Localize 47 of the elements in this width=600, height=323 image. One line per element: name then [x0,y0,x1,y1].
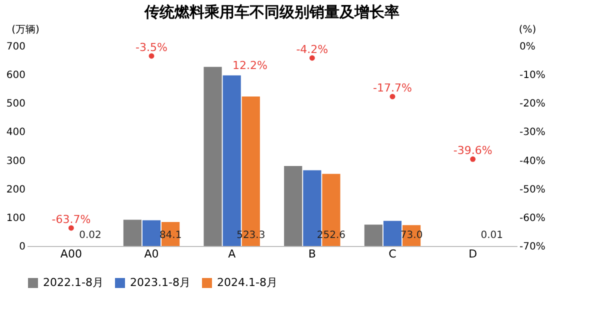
y-axis-title: (万辆) [12,24,40,36]
y2-axis-title: (%) [518,24,536,36]
legend-label: 2022.1-8月 [43,276,104,289]
legend-label: 2024.1-8月 [217,276,278,289]
y-tick-label: 600 [6,70,26,82]
y2-tick-label: 0% [520,42,536,52]
y2-tick-label: -20% [520,98,546,110]
y2-tick-label: -50% [520,184,546,196]
y-tick-label: 200 [6,184,26,196]
y-tick-label: 100 [6,212,26,224]
data-label: 0.01 [480,230,504,241]
y-tick-label: 400 [6,127,26,138]
point [68,225,74,231]
x-tick-label: B [308,248,316,260]
data-label: 0.02 [79,230,102,241]
chart-title: 传统燃料乘用车不同级别销量及增长率 [144,3,400,21]
data-label: -4.2% [296,43,328,56]
point [309,55,315,61]
y-tick-label: 0 [19,242,26,252]
point [470,156,476,162]
bar [204,66,222,246]
bar [364,224,382,246]
bar [123,220,142,246]
bar [284,166,302,246]
y-tick-label: 700 [6,42,26,52]
data-label: -17.7% [373,82,412,95]
point [390,94,396,100]
bar [142,220,161,246]
data-label: -3.5% [136,41,168,54]
y2-tick-label: -60% [520,212,546,224]
y2-tick-label: -10% [520,70,546,82]
legend-label: 2023.1-8月 [130,276,190,289]
annotation: 12.2% [232,59,268,72]
y-tick-label: 300 [6,156,26,167]
x-tick-label: A [228,248,236,260]
x-tick-label: A00 [60,248,82,260]
y-tick-label: 500 [6,98,26,110]
data-label: -63.7% [52,213,91,226]
x-tick-label: A0 [144,248,159,260]
data-label: -39.6% [453,144,492,158]
bar [383,220,402,246]
x-tick-label: C [388,248,397,260]
x-tick-label: D [468,248,478,260]
y2-tick-label: -40% [520,156,546,167]
point [148,53,154,59]
y2-tick-label: -30% [520,127,546,138]
y2-tick-label: -70% [520,242,546,252]
